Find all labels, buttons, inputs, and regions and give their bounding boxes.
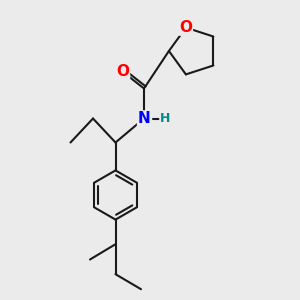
Text: H: H: [160, 112, 170, 125]
Text: O: O: [116, 64, 130, 80]
Text: N: N: [138, 111, 150, 126]
Text: O: O: [179, 20, 192, 35]
